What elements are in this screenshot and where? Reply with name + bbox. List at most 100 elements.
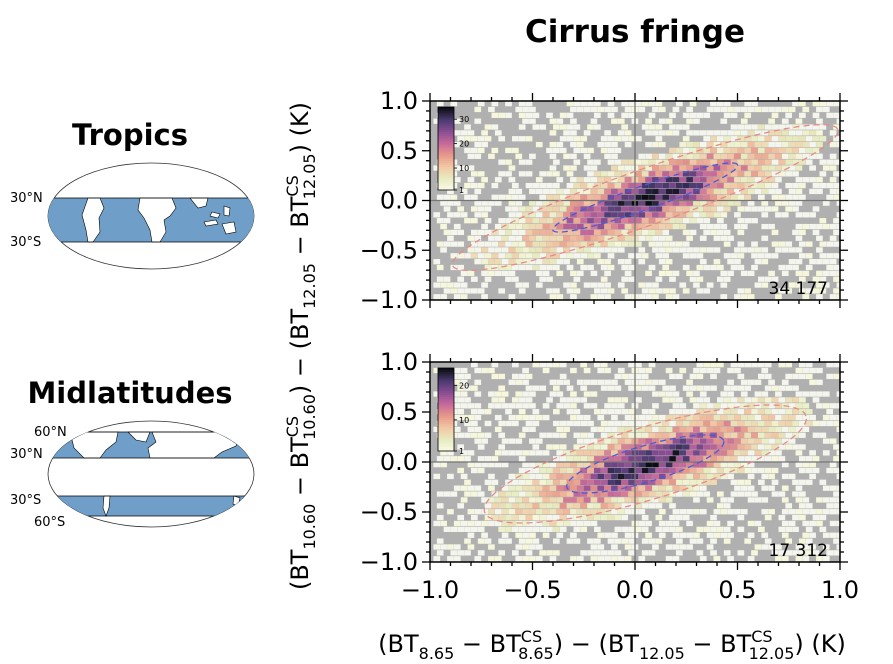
hexbin-cell <box>796 189 803 194</box>
hexbin-cell <box>792 265 799 270</box>
hexbin-cell <box>816 224 823 229</box>
hexbin-cell <box>690 538 697 543</box>
hexbin-cell <box>717 171 724 176</box>
hexbin-cell <box>498 241 505 246</box>
hexbin-cell <box>597 177 604 182</box>
hexbin-cell <box>505 148 512 153</box>
hexbin-cell <box>471 362 478 367</box>
hexbin-cell <box>509 521 516 526</box>
hexbin-cell <box>635 362 642 367</box>
hexbin-cell <box>758 468 765 473</box>
hexbin-cell <box>567 183 574 188</box>
hexbin-cell <box>802 368 809 373</box>
hexbin-cell <box>580 195 587 200</box>
hexbin-cell <box>816 271 823 276</box>
hexbin-cell <box>495 462 502 467</box>
hexbin-cell <box>796 450 803 455</box>
hexbin-cell <box>727 427 734 432</box>
hexbin-cell <box>697 288 704 293</box>
hexbin-cell <box>765 148 772 153</box>
hexbin-cell <box>464 397 471 402</box>
hexbin-cell <box>597 212 604 217</box>
hexbin-cell <box>444 195 451 200</box>
hexbin-cell <box>574 456 581 461</box>
hexbin-cell <box>601 277 608 282</box>
hexbin-cell <box>628 480 635 485</box>
hexbin-cell <box>755 521 762 526</box>
hexbin-cell <box>748 271 755 276</box>
hexbin-cell <box>724 538 731 543</box>
hexbin-cell <box>779 421 786 426</box>
hexbin-cell <box>625 462 632 467</box>
hexbin-cell <box>820 515 827 520</box>
hexbin-cell <box>823 509 830 514</box>
hexbin-cell <box>597 497 604 502</box>
hexbin-cell <box>468 236 475 241</box>
hexbin-cell <box>471 421 478 426</box>
hexbin-cell <box>823 271 830 276</box>
hexbin-cell <box>560 503 567 508</box>
hexbin-cell <box>481 438 488 443</box>
hexbin-cell <box>481 462 488 467</box>
hexbin-cell <box>642 171 649 176</box>
hexbin-cell <box>748 154 755 159</box>
hexbin-cell <box>666 544 673 549</box>
hexbin-cell <box>519 515 526 520</box>
hexbin-cell <box>519 265 526 270</box>
hexbin-cell <box>474 415 481 420</box>
hexbin-cell <box>498 253 505 258</box>
hexbin-cell <box>584 154 591 159</box>
colorbar-tick-label: 20 <box>459 381 469 390</box>
hexbin-cell <box>478 288 485 293</box>
hexbin-cell <box>724 409 731 414</box>
hexbin-cell <box>474 247 481 252</box>
hexbin-cell <box>802 521 809 526</box>
hexbin-cell <box>738 421 745 426</box>
hexbin-cell <box>546 195 553 200</box>
hexbin-cell <box>615 550 622 555</box>
hexbin-cell <box>741 450 748 455</box>
hexbin-cell <box>690 277 697 282</box>
hexbin-cell <box>669 374 676 379</box>
hexbin-cell <box>758 397 765 402</box>
hexbin-cell <box>553 195 560 200</box>
hexbin-cell <box>768 403 775 408</box>
hexbin-cell <box>628 538 635 543</box>
hexbin-cell <box>533 515 540 520</box>
hexbin-cell <box>471 386 478 391</box>
hexbin-cell <box>652 224 659 229</box>
hexbin-cell <box>522 380 529 385</box>
hexbin-cell <box>840 124 847 129</box>
hexbin-cell <box>481 201 488 206</box>
hexbin-cell <box>744 480 751 485</box>
hexbin-cell <box>758 421 765 426</box>
hexbin-cell <box>457 550 464 555</box>
hexbin-cell <box>563 427 570 432</box>
hexbin-cell <box>597 189 604 194</box>
hexbin-cell <box>779 362 786 367</box>
hexbin-cell <box>666 189 673 194</box>
hexbin-cell <box>560 433 567 438</box>
hexbin-cell <box>820 433 827 438</box>
hexbin-cell <box>703 362 710 367</box>
hexbin-cell <box>679 474 686 479</box>
hexbin-cell <box>621 195 628 200</box>
hexbin-cell <box>604 142 611 147</box>
hexbin-cell <box>584 282 591 287</box>
hexbin-cell <box>519 171 526 176</box>
hexbin-cell <box>628 433 635 438</box>
hexbin-cell <box>738 218 745 223</box>
hexbin-cell <box>768 438 775 443</box>
hexbin-cell <box>608 480 615 485</box>
hexbin-cell <box>594 253 601 258</box>
hexbin-cell <box>608 183 615 188</box>
hexbin-cell <box>761 189 768 194</box>
hexbin-cell <box>485 253 492 258</box>
hexbin-cell <box>440 247 447 252</box>
hexbin-cell <box>772 160 779 165</box>
hexbin-cell <box>755 282 762 287</box>
hexbin-cell <box>601 550 608 555</box>
hexbin-cell <box>707 462 714 467</box>
hexbin-cell <box>574 183 581 188</box>
y-tick-label: 1.0 <box>380 348 418 376</box>
